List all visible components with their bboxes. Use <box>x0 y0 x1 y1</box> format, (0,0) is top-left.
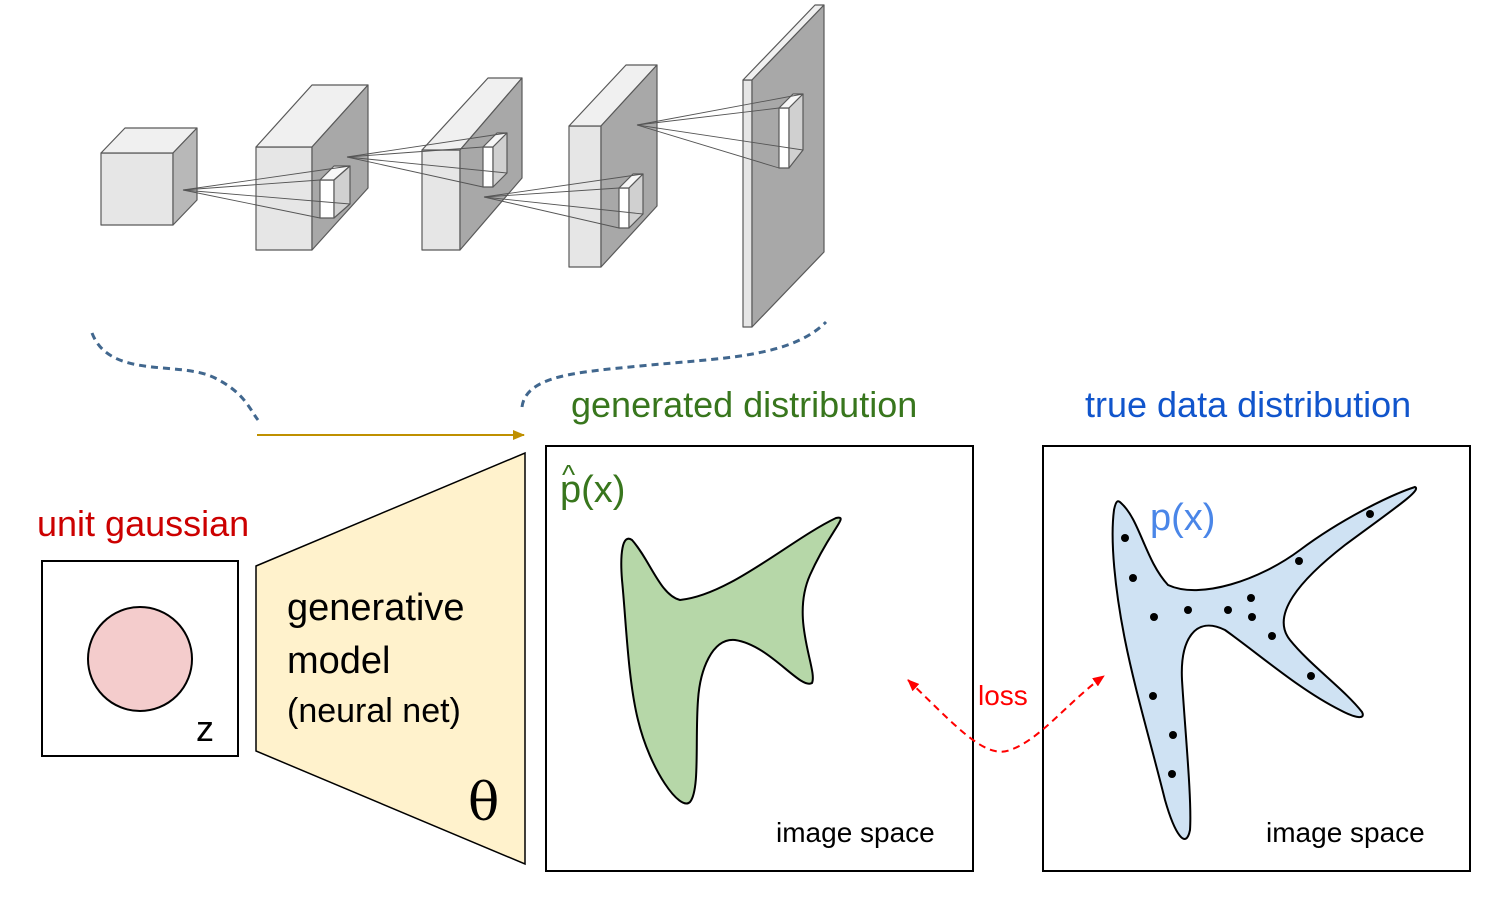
model-text-line2: model <box>287 640 391 682</box>
true-distribution-title: true data distribution <box>1085 384 1411 425</box>
sample-point <box>1268 632 1276 640</box>
sample-point <box>1295 557 1303 565</box>
gaussian-circle <box>87 606 193 712</box>
sample-point <box>1184 606 1192 614</box>
loss-label: loss <box>978 680 1028 711</box>
image-space-label-left: image space <box>776 817 935 848</box>
generated-distribution-shape <box>620 516 842 805</box>
z-label: z <box>196 708 214 749</box>
input-cube <box>100 127 198 226</box>
dashed-bracket <box>90 320 828 421</box>
unit-gaussian-label: unit gaussian <box>37 503 249 544</box>
true-image-space-box: p(x) image space <box>1042 445 1471 872</box>
generated-image-space-box: ^ p(x) image space <box>545 445 974 872</box>
sample-point <box>1169 731 1177 739</box>
sample-point <box>1129 574 1137 582</box>
loss-connector: loss <box>907 675 1105 753</box>
projection-lines <box>182 93 804 229</box>
gaussian-box: z <box>41 560 239 757</box>
sample-point <box>1248 613 1256 621</box>
true-distribution-shape <box>1111 485 1418 840</box>
sample-point <box>1150 613 1158 621</box>
p-true-label: p(x) <box>1150 497 1215 539</box>
generated-distribution-title: generated distribution <box>571 384 917 425</box>
sample-point <box>1224 606 1232 614</box>
loss-arrow <box>907 675 1105 753</box>
p-hat-caret: ^ <box>562 459 575 490</box>
sample-point <box>1366 510 1374 518</box>
conv-block-3 <box>568 64 658 268</box>
sample-point <box>1121 534 1129 542</box>
image-space-label-right: image space <box>1266 817 1425 848</box>
sample-point <box>1307 672 1315 680</box>
conv-block-2 <box>421 77 523 251</box>
neural-network-illustration <box>100 4 825 328</box>
conv-block-1 <box>255 84 369 251</box>
sample-point <box>1149 692 1157 700</box>
model-text-line3: (neural net) <box>287 692 461 730</box>
sample-points <box>1121 510 1374 778</box>
p-hat-label: p(x) <box>560 469 625 511</box>
generative-model-block: generative model (neural net) θ <box>255 451 526 866</box>
theta-symbol: θ <box>468 773 499 833</box>
output-plane <box>742 4 825 328</box>
model-text-line1: generative <box>287 587 464 629</box>
sample-point <box>1168 770 1176 778</box>
sample-point <box>1247 594 1255 602</box>
